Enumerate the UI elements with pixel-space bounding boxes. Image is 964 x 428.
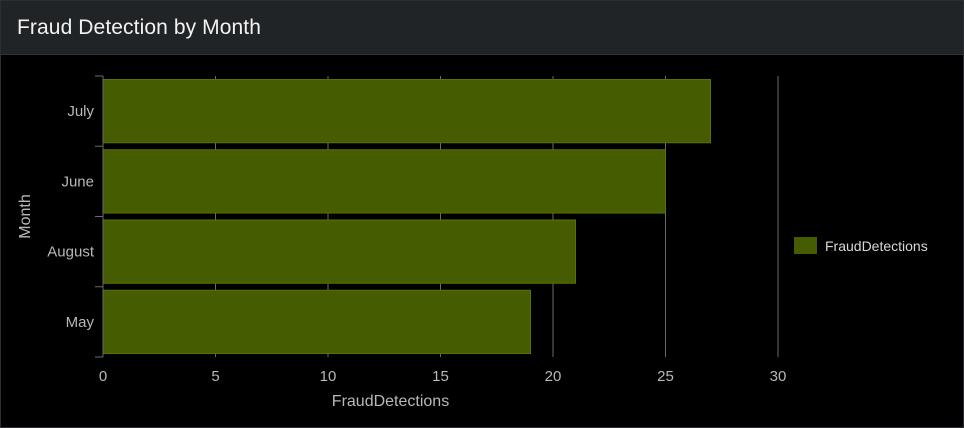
x-axis-title: FraudDetections [332,393,449,410]
legend-label: FraudDetections [825,238,928,254]
panel-title: Fraud Detection by Month [17,16,262,39]
y-tick-label: June [61,173,94,190]
x-tick-label: 30 [770,368,787,385]
x-tick-label: 5 [211,368,219,385]
y-tick-label: May [66,314,95,331]
y-tick-label: July [67,103,94,120]
x-tick-label: 0 [99,368,107,385]
bars [102,79,711,354]
bar[interactable] [102,289,531,354]
x-tick-label: 10 [320,368,337,385]
legend[interactable]: FraudDetections [794,237,928,254]
x-tick-label: 25 [657,368,674,385]
bar[interactable] [102,79,711,144]
y-axis-title: Month [17,194,34,238]
x-tick-label: 20 [545,368,562,385]
axes: 0 5 10 15 20 25 30 July June August May [47,75,787,385]
panel-header: Fraud Detection by Month [1,1,963,55]
bar[interactable] [102,219,576,284]
y-tick-label: August [47,244,95,261]
x-tick-label: 15 [432,368,449,385]
bar[interactable] [102,149,666,214]
legend-swatch [794,237,817,254]
